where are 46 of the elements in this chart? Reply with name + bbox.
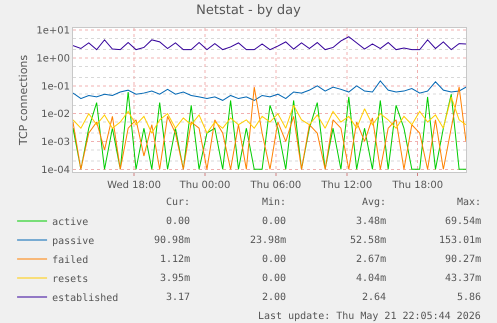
y-axis-title: TCP connections <box>17 54 30 146</box>
text: 1.12m <box>160 254 190 265</box>
text: 4.04m <box>356 273 386 284</box>
text: 2.67m <box>356 254 386 265</box>
x-tick-label: Wed 18:00 <box>107 180 161 191</box>
text: 0.00 <box>262 254 286 265</box>
text: 69.54m <box>445 216 482 227</box>
y-tick-label: 1e+00 <box>36 54 70 65</box>
x-tick-label: Thu 18:00 <box>391 180 444 191</box>
text: 0.00 <box>262 216 286 227</box>
line-series <box>73 80 466 101</box>
text: Min: <box>262 197 286 208</box>
legend-label: resets <box>52 274 88 285</box>
x-tick-label: Thu 06:00 <box>250 180 302 191</box>
chart-title: Netstat - by day <box>196 2 302 18</box>
text: 3.95m <box>160 273 190 284</box>
text: 2.00 <box>262 292 286 303</box>
y-tick-label: 1e+01 <box>36 26 70 37</box>
y-tick-label: 1e-01 <box>41 81 70 92</box>
text: 90.98m <box>154 235 190 246</box>
legend-label: failed <box>52 254 88 266</box>
text: 153.01m <box>439 235 482 246</box>
y-tick-label: 1e-03 <box>41 136 70 148</box>
legend-label: established <box>52 292 118 304</box>
text: 23.98m <box>250 235 286 246</box>
text: 2.64 <box>362 292 386 303</box>
line-series <box>73 96 466 134</box>
text: Last update: Thu May 21 22:05:44 2026 <box>258 311 481 322</box>
text: Cur: <box>166 197 190 208</box>
text: Max: <box>457 197 482 208</box>
x-tick-label: Thu 12:00 <box>320 180 372 191</box>
x-tick-label: Thu 00:00 <box>178 180 230 191</box>
text: 3.17 <box>166 292 190 303</box>
text: 0.00 <box>166 216 190 227</box>
text: 3.48m <box>356 216 386 227</box>
text: 0.00 <box>262 273 286 284</box>
line-series <box>73 36 466 50</box>
y-tick-label: 1e-04 <box>41 164 70 176</box>
text: 52.58m <box>350 235 386 246</box>
text: 43.37m <box>445 273 482 284</box>
y-tick-label: 1e-02 <box>41 109 70 120</box>
legend-label: passive <box>52 236 94 247</box>
text: 5.86 <box>457 292 482 303</box>
legend-label: active <box>52 216 88 228</box>
text: Avg: <box>362 197 386 208</box>
text: 90.27m <box>445 254 482 265</box>
